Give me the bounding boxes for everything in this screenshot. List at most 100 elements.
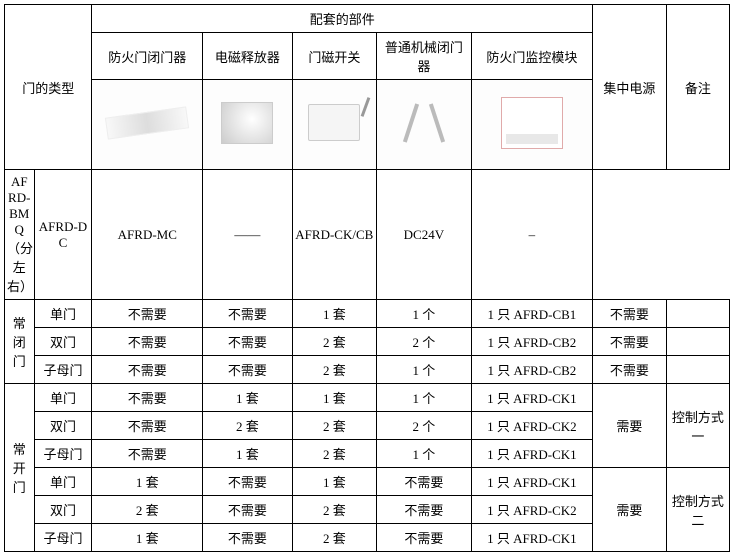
closer-image xyxy=(92,80,203,170)
subtype-cell: 双门 xyxy=(34,496,92,524)
cell: 1 套 xyxy=(203,384,293,412)
cell: 1 套 xyxy=(292,384,376,412)
mech-closer-image xyxy=(376,80,471,170)
cell xyxy=(666,328,729,356)
subtype-cell: 单门 xyxy=(34,300,92,328)
magnetic-image xyxy=(292,80,376,170)
cell: 1 个 xyxy=(376,440,471,468)
subtype-cell: 单门 xyxy=(34,468,92,496)
cell: 不需要 xyxy=(203,524,293,552)
model-row: AFRD-BMQ（分左右） AFRD-DC AFRD-MC —— AFRD-CK… xyxy=(5,170,730,300)
monitor-placeholder-icon xyxy=(501,97,563,149)
cell: 不需要 xyxy=(203,356,293,384)
cell: 不需要 xyxy=(592,300,666,328)
cell: 2 个 xyxy=(376,328,471,356)
cell: 不需要 xyxy=(203,496,293,524)
cell: 1 个 xyxy=(376,300,471,328)
cell: 1 只 AFRD-CB2 xyxy=(471,356,592,384)
cell: 控制方式一 xyxy=(666,384,729,468)
cell xyxy=(666,356,729,384)
cell: 不需要 xyxy=(203,468,293,496)
cell: 不需要 xyxy=(92,384,203,412)
cell: 1 只 AFRD-CK1 xyxy=(471,384,592,412)
fire-door-components-table: 门的类型 配套的部件 集中电源 备注 防火门闭门器 电磁释放器 门磁开关 普通机… xyxy=(4,4,730,552)
table-row: 子母门 不需要 不需要 2 套 1 个 1 只 AFRD-CB2 不需要 xyxy=(5,356,730,384)
cell: 2 套 xyxy=(292,440,376,468)
subtype-cell: 双门 xyxy=(34,412,92,440)
cell: 2 套 xyxy=(292,496,376,524)
cell: 1 只 AFRD-CK2 xyxy=(471,496,592,524)
door-type-header: 门的类型 xyxy=(5,5,92,170)
model-monitor: AFRD-CK/CB xyxy=(292,170,376,300)
table-row: 常闭门 单门 不需要 不需要 1 套 1 个 1 只 AFRD-CB1 不需要 xyxy=(5,300,730,328)
cell: 2 套 xyxy=(292,356,376,384)
cell: 不需要 xyxy=(203,300,293,328)
cell: 2 套 xyxy=(92,496,203,524)
monitor-header: 防火门监控模块 xyxy=(471,33,592,80)
cell: 不需要 xyxy=(92,412,203,440)
cell: 1 只 AFRD-CB2 xyxy=(471,328,592,356)
closer-placeholder-icon xyxy=(105,106,189,139)
subtype-cell: 双门 xyxy=(34,328,92,356)
table-row: 双门 不需要 不需要 2 套 2 个 1 只 AFRD-CB2 不需要 xyxy=(5,328,730,356)
model-closer: AFRD-BMQ（分左右） xyxy=(5,170,35,300)
header-row-1: 门的类型 配套的部件 集中电源 备注 xyxy=(5,5,730,33)
cell: 需要 xyxy=(592,468,666,552)
model-power: DC24V xyxy=(376,170,471,300)
cell: 2 个 xyxy=(376,412,471,440)
cell: 不需要 xyxy=(92,328,203,356)
table-row: 单门 1 套 不需要 1 套 不需要 1 只 AFRD-CK1 需要 控制方式二 xyxy=(5,468,730,496)
cell: 不需要 xyxy=(592,356,666,384)
release-header: 电磁释放器 xyxy=(203,33,293,80)
cell: 不需要 xyxy=(376,468,471,496)
subtype-cell: 子母门 xyxy=(34,356,92,384)
cell xyxy=(666,300,729,328)
cell: 1 只 AFRD-CK1 xyxy=(471,524,592,552)
components-header: 配套的部件 xyxy=(92,5,593,33)
cell: 2 套 xyxy=(292,412,376,440)
mech-closer-header: 普通机械闭门器 xyxy=(376,33,471,80)
cell: 1 个 xyxy=(376,384,471,412)
cell: 2 套 xyxy=(203,412,293,440)
cell: 1 套 xyxy=(292,468,376,496)
cell: 1 只 AFRD-CK2 xyxy=(471,412,592,440)
cell: 需要 xyxy=(592,384,666,468)
power-header: 集中电源 xyxy=(592,5,666,170)
model-mech: —— xyxy=(203,170,293,300)
table-row: 常开门 单门 不需要 1 套 1 套 1 个 1 只 AFRD-CK1 需要 控… xyxy=(5,384,730,412)
cell: 不需要 xyxy=(203,328,293,356)
model-magnetic: AFRD-MC xyxy=(92,170,203,300)
magnetic-header: 门磁开关 xyxy=(292,33,376,80)
cell: 1 套 xyxy=(92,468,203,496)
cell: 1 套 xyxy=(203,440,293,468)
release-placeholder-icon xyxy=(221,102,273,144)
group-open: 常开门 xyxy=(5,384,35,552)
group-closed: 常闭门 xyxy=(5,300,35,384)
cell: 不需要 xyxy=(92,356,203,384)
cell: 2 套 xyxy=(292,328,376,356)
cell: 控制方式二 xyxy=(666,468,729,552)
closer-header: 防火门闭门器 xyxy=(92,33,203,80)
release-image xyxy=(203,80,293,170)
cell: 1 个 xyxy=(376,356,471,384)
subtype-cell: 子母门 xyxy=(34,440,92,468)
model-remark: – xyxy=(471,170,592,300)
model-release: AFRD-DC xyxy=(34,170,92,300)
magnetic-placeholder-icon xyxy=(308,104,360,141)
subtype-cell: 单门 xyxy=(34,384,92,412)
cell: 不需要 xyxy=(376,524,471,552)
cell: 2 套 xyxy=(292,524,376,552)
cell: 1 只 AFRD-CK1 xyxy=(471,468,592,496)
cell: 不需要 xyxy=(592,328,666,356)
mech-placeholder-icon xyxy=(399,98,449,148)
monitor-image xyxy=(471,80,592,170)
cell: 不需要 xyxy=(92,440,203,468)
cell: 1 只 AFRD-CB1 xyxy=(471,300,592,328)
cell: 1 套 xyxy=(92,524,203,552)
cell: 不需要 xyxy=(92,300,203,328)
remark-header: 备注 xyxy=(666,5,729,170)
cell: 1 套 xyxy=(292,300,376,328)
cell: 1 只 AFRD-CK1 xyxy=(471,440,592,468)
cell: 不需要 xyxy=(376,496,471,524)
subtype-cell: 子母门 xyxy=(34,524,92,552)
